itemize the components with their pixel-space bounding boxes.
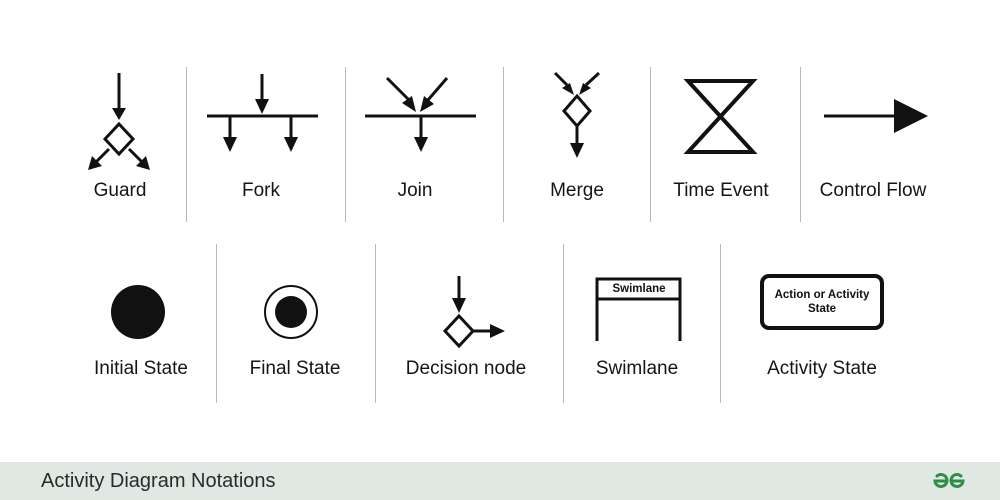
divider [345,67,346,222]
notation-canvas: Swimlane Action or Activity State Guard … [88,67,928,403]
final-state-symbol [264,285,318,339]
footer-title: Activity Diagram Notations [41,470,276,492]
divider [800,67,801,222]
swimlane-header-text: Swimlane [612,283,666,295]
final-state-label: Final State [249,358,341,379]
merge-symbol [553,71,601,158]
join-symbol [365,76,476,152]
fork-label: Fork [242,180,280,201]
activity-box-text: Action or Activity State [774,289,870,315]
control-flow-label: Control Flow [819,180,927,201]
footer-bar: Activity Diagram Notations [0,462,1000,500]
divider [563,244,564,403]
divider [720,244,721,403]
control-flow-symbol [824,99,928,133]
decision-node-symbol [442,276,505,349]
activity-state-label: Activity State [767,358,877,379]
divider [375,244,376,403]
time-event-label: Time Event [673,180,769,201]
initial-state-label: Initial State [94,358,188,379]
divider [503,67,504,222]
merge-label: Merge [550,180,604,201]
decision-node-label: Decision node [405,358,527,379]
swimlane-label: Swimlane [595,358,679,379]
fork-symbol [207,74,318,152]
divider [186,67,187,222]
activity-state-symbol [760,274,884,330]
divider [650,67,651,222]
guard-symbol [88,73,150,170]
swimlane-symbol [595,277,682,341]
time-event-symbol [683,79,758,154]
join-label: Join [397,180,433,201]
notation-symbols [88,71,928,349]
divider [216,244,217,403]
initial-state-symbol [111,285,165,339]
geeksforgeeks-logo-icon [933,473,965,488]
guard-label: Guard [93,180,147,201]
